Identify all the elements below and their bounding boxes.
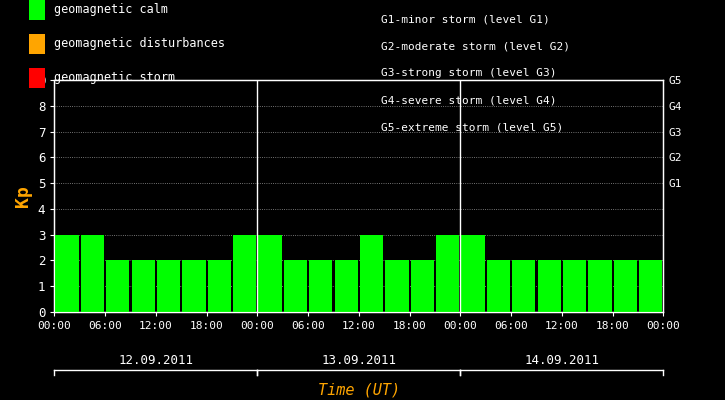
Text: 12.09.2011: 12.09.2011 <box>118 354 194 366</box>
Text: G4-severe storm (level G4): G4-severe storm (level G4) <box>381 96 556 106</box>
Text: Time (UT): Time (UT) <box>318 382 400 398</box>
Bar <box>639 260 663 312</box>
Bar <box>360 235 384 312</box>
Bar <box>613 260 637 312</box>
Bar <box>182 260 206 312</box>
Bar <box>258 235 282 312</box>
Bar <box>588 260 612 312</box>
Bar <box>410 260 434 312</box>
Bar <box>80 235 104 312</box>
Bar <box>309 260 333 312</box>
Text: G2-moderate storm (level G2): G2-moderate storm (level G2) <box>381 41 570 51</box>
Bar <box>486 260 510 312</box>
Text: G5-extreme storm (level G5): G5-extreme storm (level G5) <box>381 123 563 133</box>
Bar <box>131 260 155 312</box>
Bar <box>385 260 409 312</box>
Text: G3-strong storm (level G3): G3-strong storm (level G3) <box>381 68 556 78</box>
Bar <box>436 235 460 312</box>
Text: G1-minor storm (level G1): G1-minor storm (level G1) <box>381 14 550 24</box>
Bar <box>461 235 485 312</box>
Bar <box>233 235 257 312</box>
Bar <box>283 260 307 312</box>
Bar <box>563 260 587 312</box>
Y-axis label: Kp: Kp <box>14 185 33 207</box>
Bar <box>512 260 536 312</box>
Text: 14.09.2011: 14.09.2011 <box>524 354 600 366</box>
Bar <box>106 260 130 312</box>
Text: geomagnetic storm: geomagnetic storm <box>54 72 175 84</box>
Text: geomagnetic disturbances: geomagnetic disturbances <box>54 38 225 50</box>
Text: 13.09.2011: 13.09.2011 <box>321 354 397 366</box>
Bar <box>55 235 79 312</box>
Bar <box>537 260 561 312</box>
Text: geomagnetic calm: geomagnetic calm <box>54 4 167 16</box>
Bar <box>157 260 181 312</box>
Bar <box>207 260 231 312</box>
Bar <box>334 260 358 312</box>
